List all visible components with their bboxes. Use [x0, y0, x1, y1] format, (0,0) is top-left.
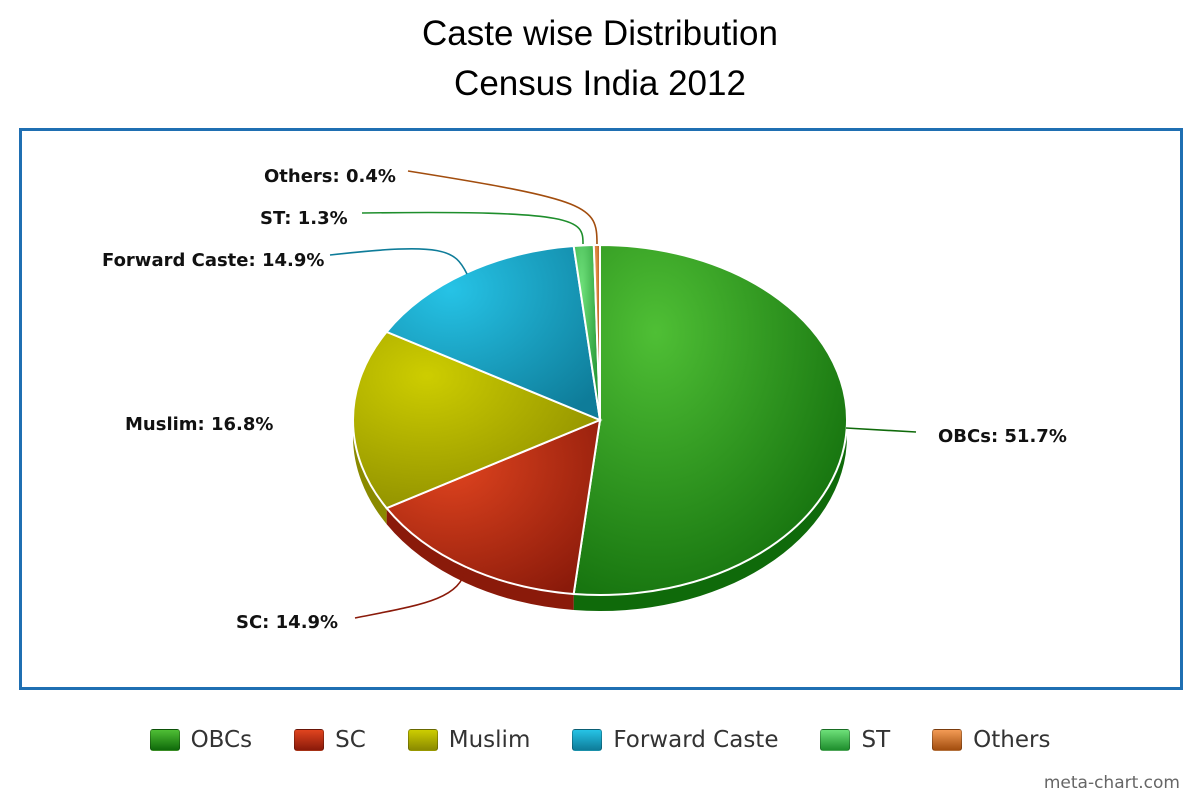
data-label-obcs: OBCs: 51.7% — [938, 426, 1067, 447]
legend-label: ST — [861, 727, 891, 753]
legend-item-forward-caste[interactable]: Forward Caste — [572, 727, 778, 753]
data-label-sc: SC: 14.9% — [236, 612, 338, 633]
leader-line-others — [407, 170, 598, 245]
data-label-muslim: Muslim: 16.8% — [125, 414, 273, 435]
pie-slice-muslim[interactable] — [352, 330, 603, 510]
legend-swatch — [407, 729, 438, 751]
legend: OBCs SC Muslim Forward Caste ST Others — [0, 722, 1200, 758]
plot-area — [19, 128, 1183, 690]
legend-item-obcs[interactable]: OBCs — [149, 727, 253, 753]
leader-line-obcs — [845, 427, 917, 433]
legend-label: Others — [973, 727, 1051, 753]
data-label-st: ST: 1.3% — [260, 208, 348, 229]
legend-item-muslim[interactable]: Muslim — [407, 727, 531, 753]
legend-swatch — [932, 729, 963, 751]
leader-line-forward-caste — [329, 248, 468, 275]
pie-slice-others[interactable] — [592, 243, 601, 421]
data-label-forward-caste: Forward Caste: 14.9% — [102, 250, 324, 271]
pie-slice-sc[interactable] — [384, 418, 602, 596]
pie-slice-obcs[interactable] — [572, 243, 848, 596]
legend-label: Muslim — [448, 727, 531, 753]
legend-label: OBCs — [190, 727, 253, 753]
leader-line-st — [361, 211, 584, 245]
pie-slice-side-sc — [386, 508, 574, 611]
chart-title: Caste wise Distribution — [422, 14, 778, 53]
leader-line-sc — [354, 567, 467, 619]
credit-text: meta-chart.com — [1043, 773, 1180, 793]
chart-subtitle: Census India 2012 — [454, 64, 746, 103]
legend-item-st[interactable]: ST — [820, 727, 890, 753]
legend-item-others[interactable]: Others — [932, 727, 1050, 753]
legend-swatch — [572, 729, 603, 751]
legend-label: Forward Caste — [613, 727, 779, 753]
legend-item-sc[interactable]: SC — [294, 727, 366, 753]
data-label-others: Others: 0.4% — [264, 166, 396, 187]
legend-swatch — [294, 729, 325, 751]
legend-swatch — [820, 729, 851, 751]
legend-swatch — [149, 729, 180, 751]
legend-label: SC — [335, 727, 366, 753]
